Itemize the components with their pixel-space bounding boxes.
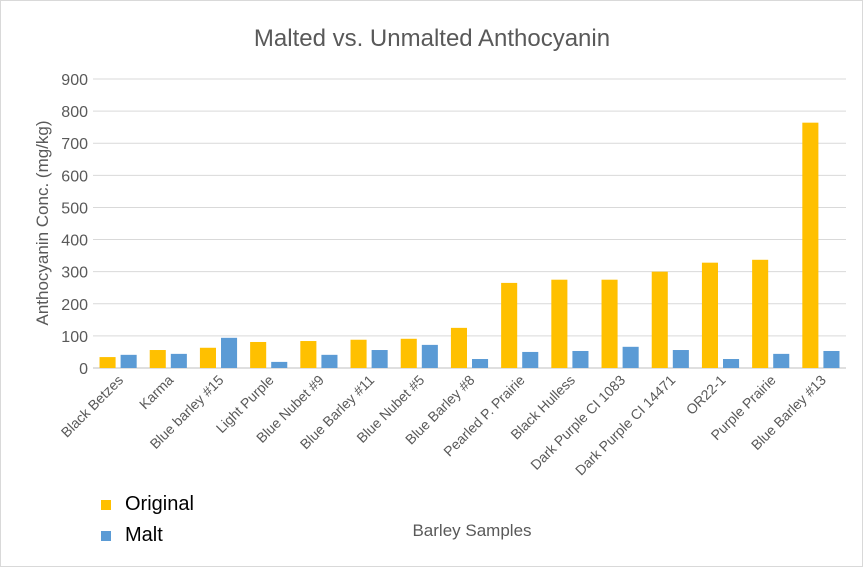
bar-malt	[321, 354, 338, 368]
bar-original	[551, 279, 568, 368]
bar-malt	[723, 359, 740, 368]
legend-swatch	[101, 530, 111, 541]
bar-original	[99, 357, 116, 368]
bar-malt	[672, 350, 689, 368]
bar-original	[350, 339, 367, 368]
bar-original	[199, 347, 216, 368]
bar-original	[802, 122, 819, 368]
bar-malt	[823, 350, 840, 368]
y-tick-label: 200	[61, 297, 88, 314]
y-tick-label: 0	[79, 361, 88, 378]
chart-title: Malted vs. Unmalted Anthocyanin	[254, 25, 610, 52]
y-axis-label: Anthocyanin Conc. (mg/kg)	[33, 120, 52, 325]
y-tick-label: 500	[61, 200, 88, 217]
bar-original	[701, 262, 718, 368]
legend-label: Malt	[125, 524, 163, 546]
bar-malt	[472, 359, 489, 368]
y-tick-label: 600	[61, 168, 88, 185]
legend-swatch	[101, 499, 111, 510]
legend: Original Malt	[101, 489, 194, 551]
bar-malt	[421, 344, 438, 368]
bar-original	[601, 279, 618, 368]
x-axis-label: Barley Samples	[412, 521, 531, 540]
bar-original	[400, 338, 417, 368]
y-tick-label: 400	[61, 233, 88, 250]
bar-original	[149, 350, 166, 368]
x-tick-label: Black Betzes	[58, 372, 127, 441]
bar-original	[250, 341, 267, 368]
bar-original	[651, 271, 668, 368]
legend-item-malt: Malt	[101, 520, 194, 551]
bar-malt	[371, 350, 388, 368]
y-tick-label: 800	[61, 104, 88, 121]
bar-malt	[622, 346, 639, 368]
bar-original	[501, 282, 518, 368]
bar-malt	[120, 354, 137, 368]
y-tick-label: 100	[61, 329, 88, 346]
bar-malt	[522, 351, 539, 368]
bar-malt	[221, 337, 238, 368]
bar-original	[300, 341, 317, 368]
x-tick-label: Dark Purple CI 14471	[572, 372, 679, 479]
x-tick-label: OR22-1	[683, 372, 729, 418]
x-tick-label: Karma	[136, 372, 177, 413]
y-tick-label: 700	[61, 136, 88, 153]
bar-original	[752, 259, 769, 368]
bar-malt	[271, 361, 288, 368]
bar-malt	[572, 350, 589, 368]
bar-malt	[773, 353, 790, 368]
y-tick-label: 900	[61, 72, 88, 89]
legend-label: Original	[125, 493, 194, 515]
legend-item-original: Original	[101, 489, 194, 520]
bar-malt	[170, 353, 187, 368]
x-tick-label: Dark Purple CI 1083	[527, 372, 628, 473]
y-tick-label: 300	[61, 265, 88, 282]
bar-original	[450, 327, 467, 368]
